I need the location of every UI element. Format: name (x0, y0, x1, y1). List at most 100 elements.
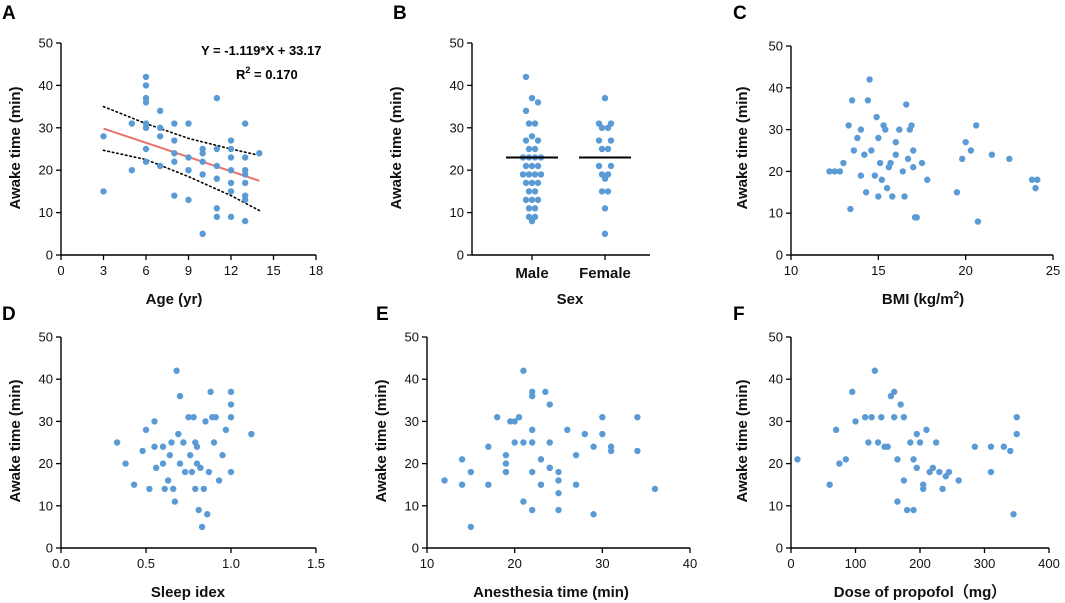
data-point (529, 439, 536, 446)
data-point (1013, 430, 1020, 438)
data-point (861, 151, 868, 158)
data-point (197, 464, 204, 472)
data-point (192, 485, 199, 493)
ytick-label: 10 (769, 498, 783, 513)
data-point (159, 460, 167, 467)
data-point (168, 439, 175, 446)
xtick-label: 0.0 (52, 556, 70, 571)
data-point (171, 120, 178, 127)
data-point (871, 367, 879, 374)
data-point (884, 443, 891, 450)
data-point (202, 418, 209, 425)
data-point (537, 456, 545, 463)
data-point (987, 443, 995, 450)
data-point (537, 481, 545, 488)
data-point (534, 162, 542, 170)
xtick-label: 9 (185, 263, 192, 278)
data-point (878, 176, 886, 183)
data-point (875, 193, 882, 200)
data-point (546, 439, 553, 446)
data-point (634, 413, 641, 421)
data-point (171, 150, 178, 157)
ytick-label: 30 (450, 120, 464, 135)
data-point (847, 205, 854, 213)
data-point (826, 481, 833, 488)
ytick-label: 40 (405, 372, 419, 387)
data-point (892, 138, 899, 146)
data-point (222, 426, 230, 434)
data-point (546, 464, 553, 472)
ytick-label: 40 (769, 372, 783, 387)
ytick-label: 40 (39, 372, 53, 387)
data-point (139, 447, 146, 455)
data-point (901, 193, 908, 200)
panel-a-points (100, 73, 263, 237)
data-point (601, 205, 609, 212)
data-point (848, 97, 856, 104)
panel-c-xticks: 10 15 20 25 (784, 255, 1060, 278)
data-point (913, 430, 920, 438)
data-point (210, 439, 218, 446)
xtick-label: 18 (309, 263, 323, 278)
data-point (531, 120, 539, 127)
data-point (904, 155, 912, 163)
ytick-label: 10 (39, 205, 53, 220)
ytick-label: 20 (405, 456, 419, 471)
data-point (595, 162, 603, 170)
panel-c-xlabel: BMI (kg/m2) (882, 290, 964, 308)
data-point (227, 145, 235, 153)
data-point (958, 155, 966, 163)
data-point (227, 179, 235, 187)
xtick-label: 25 (1046, 263, 1060, 278)
ytick-label: 20 (450, 163, 464, 178)
data-point (581, 430, 588, 438)
data-point (175, 430, 182, 438)
data-point (159, 443, 167, 450)
data-point (598, 188, 606, 195)
data-point (534, 196, 542, 204)
data-point (185, 120, 192, 127)
panel-d-ylabel: Awake time (min) (7, 379, 24, 502)
ytick-label: 0 (776, 541, 783, 556)
panel-label-d: D (2, 304, 16, 325)
data-point (528, 162, 536, 170)
ytick-label: 40 (39, 78, 53, 93)
data-point (171, 158, 178, 165)
data-point (176, 460, 184, 467)
data-point (891, 388, 898, 396)
data-point (520, 439, 527, 446)
data-point (955, 477, 962, 484)
data-point (918, 159, 926, 167)
panel-b-points (519, 73, 615, 237)
data-point (525, 188, 533, 195)
data-point (519, 171, 527, 178)
data-point (441, 477, 448, 484)
data-point (176, 392, 184, 400)
data-point (142, 426, 150, 434)
ytick-label: 10 (405, 498, 419, 513)
data-point (207, 388, 214, 396)
data-point (241, 154, 249, 161)
panel-c-xlabel-main: BMI (kg/m (882, 291, 954, 308)
panel-b-yticks: 0 10 20 30 40 50 (450, 36, 472, 263)
data-point (840, 159, 847, 167)
data-point (939, 485, 946, 493)
panel-c-points (826, 76, 1041, 225)
data-point (900, 477, 908, 484)
data-point (651, 485, 659, 493)
data-point (142, 99, 150, 106)
data-point (601, 175, 609, 182)
data-point (241, 171, 249, 178)
data-point (528, 133, 536, 140)
ytick-label: 20 (769, 456, 783, 471)
xtick-label: 10 (420, 556, 434, 571)
data-point (873, 113, 880, 121)
data-point (1006, 155, 1013, 163)
data-point (537, 171, 545, 178)
panel-c-xlabel-end: ) (959, 291, 964, 308)
data-point (185, 196, 192, 204)
data-point (522, 162, 530, 170)
data-point (156, 107, 164, 115)
xtick-label: 15 (266, 263, 280, 278)
panel-d-points (113, 367, 255, 531)
